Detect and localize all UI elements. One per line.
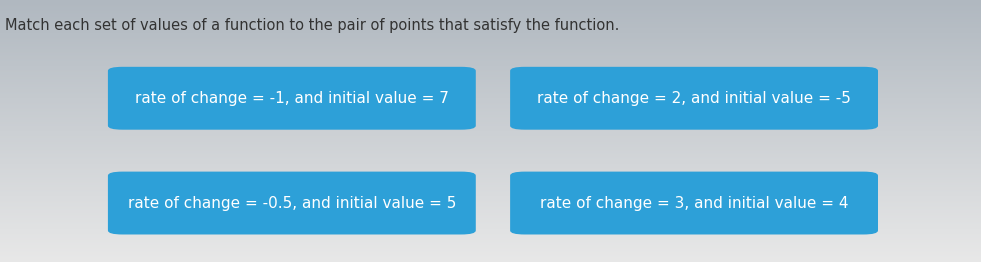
Text: rate of change = 2, and initial value = -5: rate of change = 2, and initial value = … — [538, 91, 851, 106]
FancyBboxPatch shape — [510, 172, 878, 234]
FancyBboxPatch shape — [108, 172, 476, 234]
Text: rate of change = -1, and initial value = 7: rate of change = -1, and initial value =… — [135, 91, 448, 106]
FancyBboxPatch shape — [510, 67, 878, 130]
Text: Match each set of values of a function to the pair of points that satisfy the fu: Match each set of values of a function t… — [5, 18, 619, 33]
Text: rate of change = 3, and initial value = 4: rate of change = 3, and initial value = … — [540, 195, 849, 211]
FancyBboxPatch shape — [108, 67, 476, 130]
Text: rate of change = -0.5, and initial value = 5: rate of change = -0.5, and initial value… — [128, 195, 456, 211]
